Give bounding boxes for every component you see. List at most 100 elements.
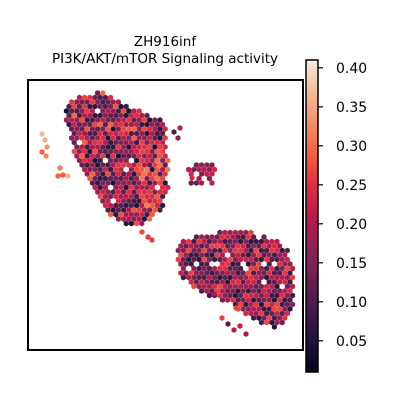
spot: [121, 216, 127, 222]
spot: [160, 175, 166, 182]
spot: [118, 211, 124, 218]
spot: [279, 310, 285, 317]
spot: [110, 126, 116, 132]
spot: [237, 323, 243, 329]
spot: [128, 148, 134, 155]
spot: [115, 153, 121, 159]
spot: [191, 247, 197, 254]
spot: [115, 144, 121, 150]
spot: [271, 270, 277, 276]
spot: [121, 171, 127, 177]
spot: [214, 252, 220, 258]
spot: [230, 270, 236, 276]
spot: [248, 301, 254, 308]
spot: [219, 288, 225, 294]
spot: [206, 265, 212, 272]
spot: [284, 283, 290, 290]
spot: [92, 103, 98, 110]
spot: [87, 103, 93, 110]
spot: [152, 180, 158, 186]
spot: [162, 180, 168, 186]
spot: [102, 166, 108, 173]
spot: [100, 153, 106, 159]
spot: [264, 292, 270, 299]
spot: [95, 126, 101, 132]
spot: [134, 202, 140, 209]
spot: [201, 283, 207, 290]
spot: [136, 207, 142, 213]
spot: [256, 270, 262, 276]
spot: [212, 256, 218, 263]
spot: [277, 288, 283, 294]
spot: [227, 229, 233, 236]
spot: [144, 175, 150, 182]
spot: [206, 175, 212, 182]
spot: [217, 229, 223, 236]
spot: [282, 270, 288, 276]
spot: [115, 117, 121, 123]
spot: [154, 121, 160, 128]
spot: [76, 130, 82, 137]
spot: [79, 135, 85, 141]
spot: [87, 148, 93, 155]
spot: [154, 202, 160, 209]
spot: [113, 211, 119, 218]
spot: [231, 327, 237, 333]
spot: [253, 283, 259, 290]
spot: [160, 157, 166, 164]
spot: [264, 247, 270, 254]
spot: [277, 279, 283, 285]
colorbar: [305, 59, 319, 373]
spot: [204, 270, 210, 276]
spot: [118, 175, 124, 182]
spot: [248, 283, 254, 290]
spot: [191, 265, 197, 272]
spot: [92, 166, 98, 173]
spot: [219, 234, 225, 240]
spot: [74, 144, 80, 150]
spot: [235, 288, 241, 294]
spot: [251, 306, 257, 312]
spot: [149, 202, 155, 209]
spot: [152, 135, 158, 141]
spot: [217, 238, 223, 245]
spot: [102, 94, 108, 101]
spot: [118, 166, 124, 173]
spot: [115, 171, 121, 177]
spot: [74, 135, 80, 141]
spot: [141, 216, 147, 222]
spot: [206, 283, 212, 290]
spot: [110, 153, 116, 159]
spot: [248, 274, 254, 281]
spot: [261, 243, 267, 249]
spot: [100, 162, 106, 168]
spot: [227, 238, 233, 245]
spot: [139, 121, 145, 128]
spot: [245, 243, 251, 249]
spot: [136, 198, 142, 204]
spot: [76, 103, 82, 110]
spot: [105, 153, 111, 159]
spot: [110, 207, 116, 213]
spot: [160, 202, 166, 209]
spot: [69, 99, 75, 105]
spot: [126, 153, 132, 159]
spot: [212, 265, 218, 272]
spot: [115, 216, 121, 222]
spot: [290, 265, 296, 272]
spot: [100, 117, 106, 123]
spot: [258, 301, 264, 308]
spot: [100, 171, 106, 177]
spot: [102, 139, 108, 146]
spot: [149, 211, 155, 218]
spot: [92, 121, 98, 128]
spot: [141, 153, 147, 159]
spot: [245, 252, 251, 258]
colorbar-ticks: 0.05 0.10 0.15 0.20 0.25 0.30 0.35 0.40: [318, 61, 367, 350]
spot: [118, 157, 124, 164]
spot: [269, 274, 275, 281]
colorbar-tick-label: 0.05: [336, 334, 367, 350]
spot: [266, 261, 272, 267]
spot: [266, 297, 272, 303]
spot: [206, 166, 212, 173]
